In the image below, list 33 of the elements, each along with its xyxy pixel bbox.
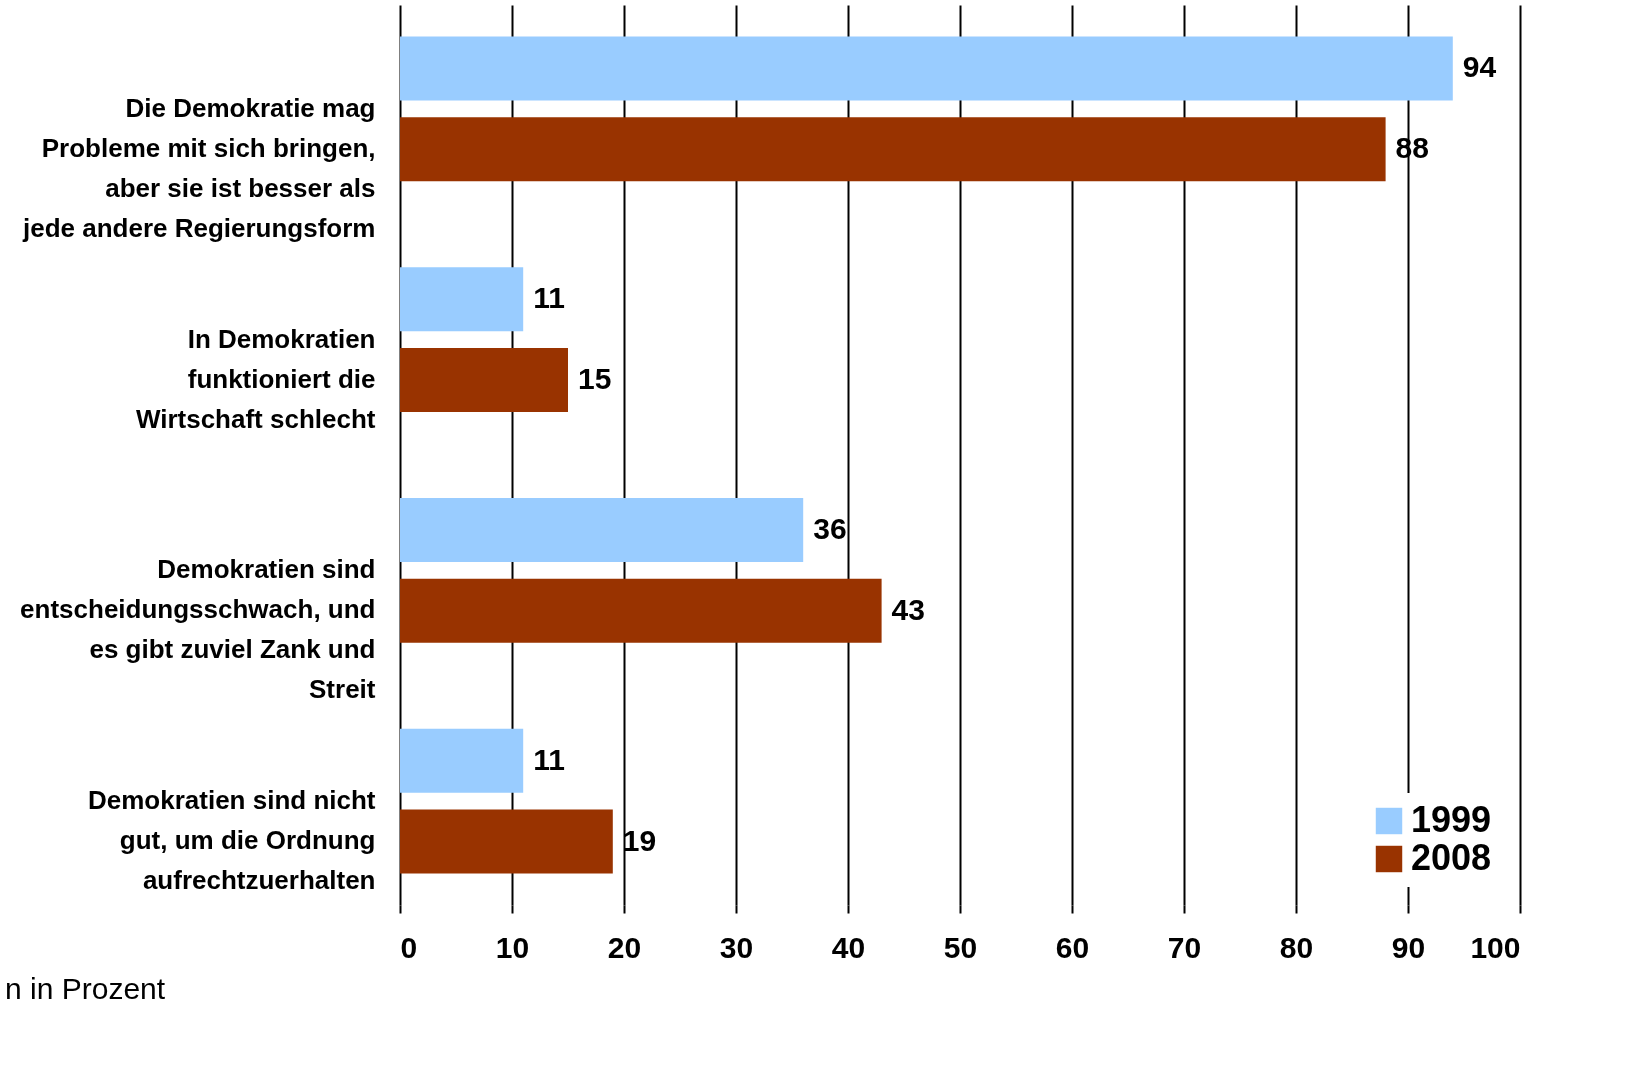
- x-tick-label: 20: [607, 930, 642, 964]
- data-label: 36: [813, 512, 847, 545]
- x-tick-label: 40: [831, 930, 866, 964]
- x-tick-label: 30: [719, 930, 754, 964]
- data-label: 94: [1462, 50, 1497, 84]
- data-label: 15: [578, 362, 612, 395]
- data-label: 19: [622, 823, 657, 857]
- data-label: 11: [533, 281, 565, 315]
- bar: [400, 578, 882, 643]
- bar: [400, 728, 524, 793]
- bar: [400, 267, 524, 332]
- x-tick-label: 60: [1055, 930, 1090, 964]
- bar: [400, 498, 804, 562]
- legend-label: 1999: [1411, 799, 1492, 840]
- y-tick-label: In Demokratien funktioniert die Wirtschaft schlecht: [135, 323, 376, 434]
- text: n in Prozent: [5, 972, 166, 1005]
- x-tick-label: 50: [943, 930, 978, 964]
- y-tick-label: Demokratien sind entscheidungsschwach, und es gibt zuviel Zank und Streit: [20, 554, 376, 705]
- x-tick-label: 10: [495, 930, 530, 964]
- bar: [400, 809, 613, 874]
- legend-label: 2008: [1411, 837, 1492, 878]
- x-tick-label: 90: [1391, 930, 1426, 964]
- x-tick-label: 100: [1470, 930, 1521, 964]
- y-tick-label: Demokratien sind nicht gut, um die Ordnung aufrechtzuerhalten: [88, 785, 376, 896]
- x-tick-label: 80: [1279, 930, 1314, 964]
- bar: [400, 117, 1386, 182]
- x-tick-label: 70: [1167, 930, 1202, 964]
- data-label: 11: [533, 742, 565, 776]
- bar: [400, 36, 1453, 101]
- x-tick-label: 0: [400, 930, 418, 964]
- data-label: 43: [891, 592, 925, 626]
- y-tick-label: Die Demokratie mag Probleme mit sich bringen, aber sie ist besser als jede andere Regierungsform: [21, 92, 376, 243]
- bar: [400, 348, 568, 412]
